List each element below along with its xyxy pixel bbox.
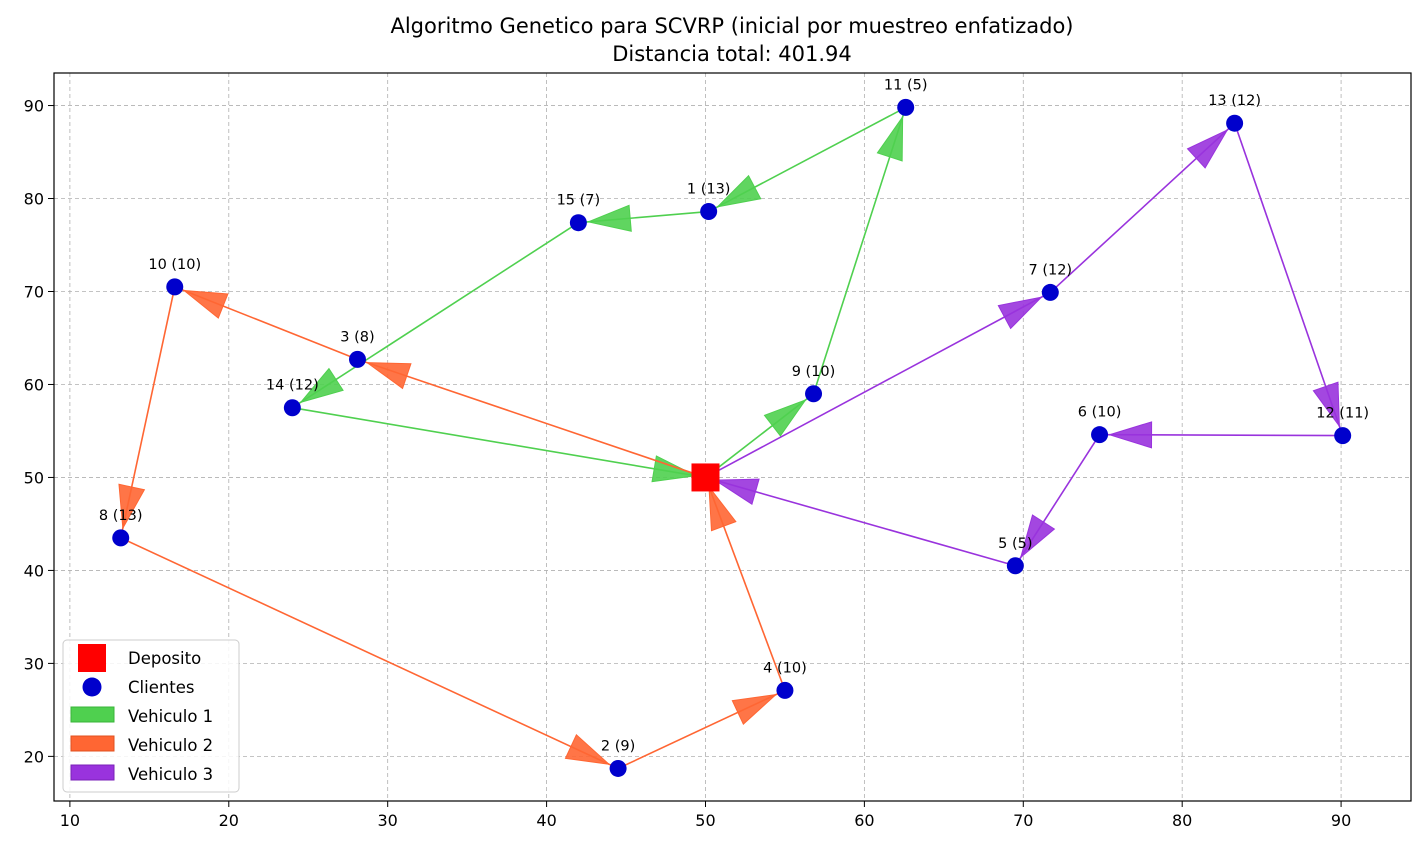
client-point [1006,557,1024,575]
route-arrowhead [731,693,778,726]
y-tick-label: 30 [24,654,44,673]
route-segment [120,537,619,770]
point-labels: 1 (13) 2 (9) 3 (8) 4 (10) 5 (5) 6 (10) 7 (12) 8… [99,77,1369,754]
y-tick-label: 80 [24,190,44,209]
x-tick-label: 10 [60,811,80,830]
x-tick-label: 50 [695,811,715,830]
grid [54,73,1411,801]
client-label: 11 (5) [884,77,928,93]
client-label: 13 (12) [1208,93,1261,109]
legend-clients-marker [82,677,102,697]
route-arrowhead [1186,128,1229,169]
route-arrowhead [876,115,904,162]
route-vehicle-2 [118,286,786,770]
client-label: 9 (10) [792,364,836,380]
route-segment [292,406,706,479]
route-arrowhead [586,204,632,232]
y-tick-label: 70 [24,282,44,301]
client-points [112,98,1352,777]
legend: Deposito Clientes Vehiculo 1 Vehiculo 2 … [62,639,240,793]
route-arrowhead [651,455,698,483]
axis-ticks: 10 20 30 40 50 60 70 80 90 20 30 40 50 60 70 80 90 [24,97,1352,830]
route-arrowhead [708,485,737,532]
route-arrowhead [1107,421,1153,449]
client-point [348,350,366,368]
depot-marker [691,463,720,492]
client-point [1226,114,1244,132]
client-point [897,98,915,116]
legend-vehicle3-label: Vehiculo 3 [128,765,213,784]
client-label: 7 (12) [1028,262,1072,278]
client-label: 2 (9) [601,738,635,754]
client-label: 14 (12) [266,378,319,394]
y-tick-label: 50 [24,468,44,487]
x-tick-label: 60 [854,811,874,830]
y-tick-label: 60 [24,375,44,394]
route-arrowhead [1019,514,1056,559]
y-tick-label: 20 [24,747,44,766]
route-arrowhead [564,733,611,765]
legend-box [62,639,240,793]
route-segment [705,476,1016,567]
client-label: 3 (8) [340,329,374,345]
route-segment [357,358,706,479]
client-label: 1 (13) [687,182,731,198]
client-point [112,529,130,547]
route-vehicle-1 [291,106,907,483]
client-point [700,203,718,221]
client-point [1091,426,1109,444]
client-label: 4 (10) [763,660,807,676]
legend-depot-marker [78,644,106,672]
route-segment [1233,122,1344,436]
route-arrowhead [713,478,760,505]
route-arrowhead [763,398,807,437]
client-label: 6 (10) [1078,405,1122,421]
client-point [166,278,184,296]
route-arrowhead [1312,381,1340,428]
x-tick-label: 70 [1013,811,1033,830]
legend-vehicle2-label: Vehiculo 2 [128,736,213,755]
route-arrowhead [997,296,1043,330]
x-tick-label: 40 [536,811,556,830]
x-tick-label: 80 [1172,811,1192,830]
route-arrowhead [182,289,229,319]
x-tick-label: 30 [378,811,398,830]
client-label: 8 (13) [99,508,143,524]
x-tick-label: 90 [1331,811,1351,830]
legend-depot-label: Deposito [128,649,201,668]
client-label: 12 (11) [1316,406,1369,422]
legend-vehicle1-swatch [70,706,115,723]
route-vehicle-3 [705,122,1344,567]
route-arrowhead [716,174,762,208]
route-segment [291,222,579,409]
y-tick-label: 90 [24,97,44,116]
route-arrowhead [299,367,344,404]
route-arrowhead [118,483,146,530]
client-point [776,681,794,699]
chart-subtitle: Distancia total: 401.94 [612,42,852,66]
client-point [283,399,301,417]
legend-clients-label: Clientes [128,678,195,697]
vehicle-routes [118,106,1344,770]
y-tick-label: 40 [24,561,44,580]
client-point [805,385,823,403]
legend-vehicle3-swatch [70,764,115,781]
legend-vehicle1-label: Vehiculo 1 [128,707,213,726]
client-label: 10 (10) [148,257,201,273]
x-tick-label: 20 [219,811,239,830]
route-arrowhead [365,362,412,390]
client-point [609,759,627,777]
client-point [1041,283,1059,301]
client-point [1334,427,1352,445]
route-segment [705,291,1051,479]
chart-title: Algoritmo Genetico para SCVRP (inicial p… [390,14,1073,38]
client-label: 5 (5) [998,536,1032,552]
client-label: 15 (7) [557,193,601,209]
legend-vehicle2-swatch [70,735,115,752]
client-point [569,214,587,232]
plot-frame [53,72,1412,802]
